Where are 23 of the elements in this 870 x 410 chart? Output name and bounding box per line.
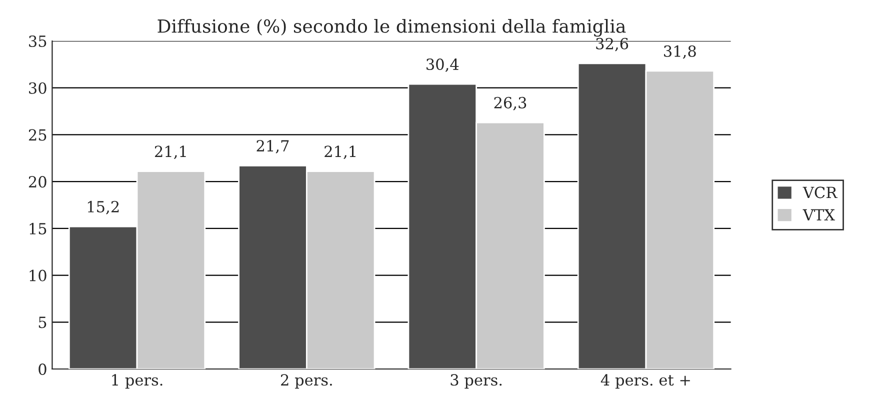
y-tick-label: 20 [28,176,46,188]
data-label: 21,1 [154,146,186,160]
x-tick-label: 2 pers. [281,374,332,389]
y-tick-label: 25 [28,129,46,141]
x-tick-label: 1 pers. [112,374,162,389]
chart-title: Diffusione (%) secondo le dimensioni della famiglia [158,18,626,37]
data-label: 30,4 [426,58,459,72]
x-tick-label: 4 pers. et + [600,374,690,389]
y-tick-label: 0 [38,363,46,376]
data-label: 15,2 [88,200,119,214]
data-label: 31,8 [664,45,696,59]
legend-label: VTX [802,209,835,220]
legend-label: VCR [802,186,838,198]
data-label: 21,7 [256,140,289,154]
y-tick-label: 10 [30,270,46,282]
x-tick-label: 3 pers. [450,374,502,389]
y-tick-label: 30 [29,82,46,94]
data-label: 26,3 [494,96,526,110]
y-tick-label: 35 [29,35,46,48]
data-label: 21,1 [324,146,356,160]
y-tick-label: 5 [38,316,46,328]
data-label: 32,6 [596,38,628,52]
y-tick-label: 15 [30,222,46,234]
